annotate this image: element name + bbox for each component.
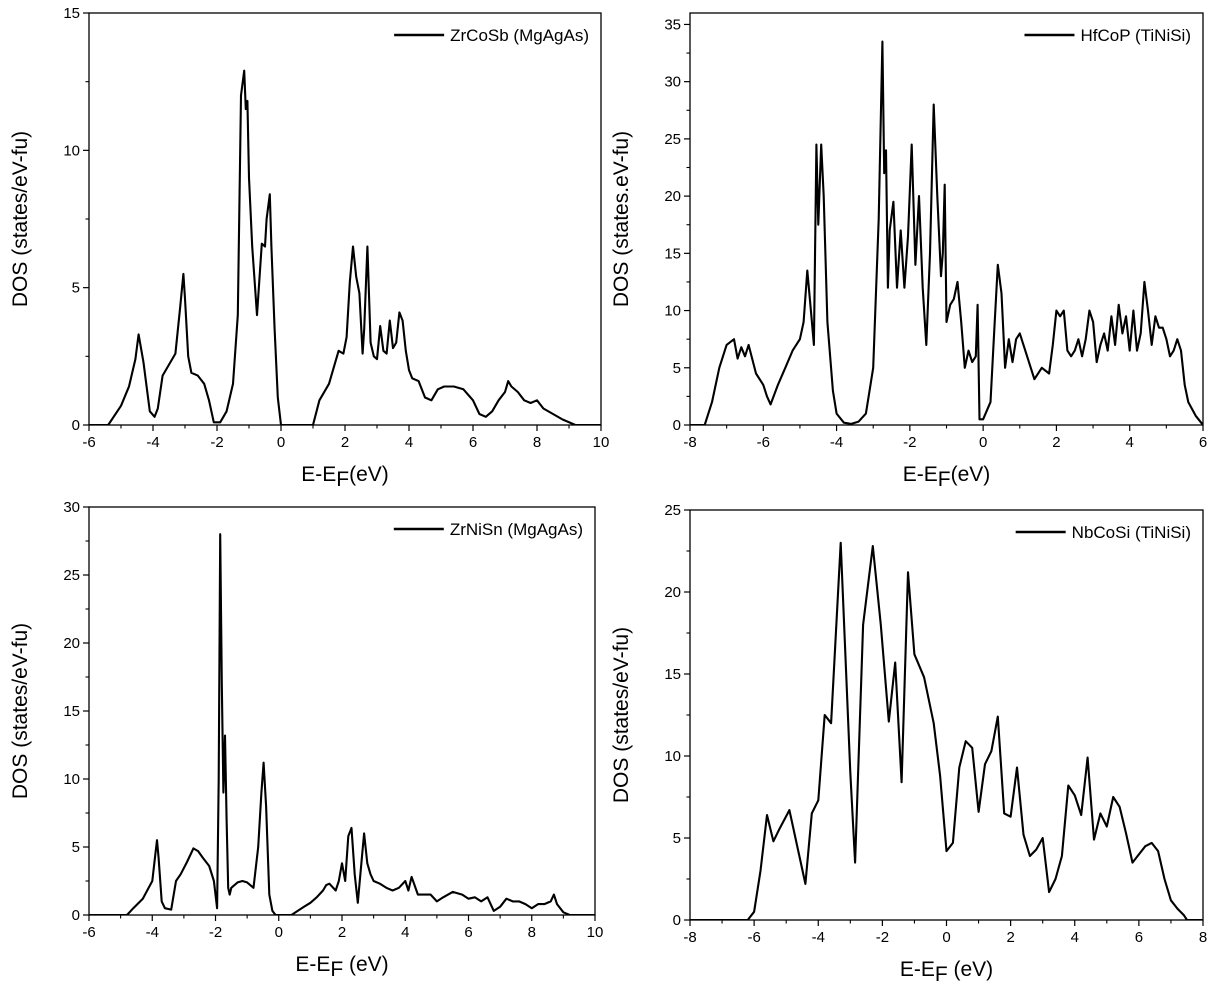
- chart-panel-nbcosi: -8 -6 -4 -2 0 2 4 6 8 0 5 10 15 20 25 E-EF (eV) DOS (sta…: [610, 502, 1207, 986]
- x-tick-label: -6: [757, 434, 770, 451]
- y-tick-label: 0: [72, 417, 80, 434]
- x-tick-label: -4: [812, 929, 825, 946]
- series-line-zrnisn: [89, 533, 595, 915]
- y-tick-label: 30: [63, 499, 80, 516]
- y-tick-label: 25: [664, 131, 681, 148]
- plot-frame: [689, 509, 1204, 921]
- y-tick-label: 15: [664, 245, 681, 262]
- y-tick-label: 10: [63, 771, 80, 788]
- x-tick-label: 0: [942, 929, 950, 946]
- x-tick-label: -2: [209, 924, 222, 941]
- x-tick-label: 4: [401, 924, 409, 941]
- x-tick-label: 4: [405, 434, 413, 451]
- y-tick-label: 25: [664, 502, 681, 519]
- series-line-zrcosb: [89, 69, 601, 425]
- x-tick-label: 10: [587, 924, 604, 941]
- x-tick-label: -2: [210, 434, 223, 451]
- legend-label: ZrCoSb (MgAgAs): [450, 26, 589, 45]
- legend-label: HfCoP (TiNiSi): [1080, 26, 1191, 45]
- x-tick-label: 6: [1199, 434, 1207, 451]
- x-tick-label: 6: [1135, 929, 1143, 946]
- x-tick-label: 2: [1052, 434, 1060, 451]
- x-tick-label: -6: [747, 929, 760, 946]
- y-tick-label: 15: [664, 666, 681, 683]
- legend-label: NbCoSi (TiNiSi): [1072, 523, 1191, 542]
- x-axis-label: E-EF (eV): [295, 953, 388, 981]
- x-tick-label: 0: [979, 434, 987, 451]
- chart-panel-zrnisn: -6 -4 -2 0 2 4 6 8 10 0 5 10 15 20 25 30 E-EF (eV) DOS (s…: [9, 499, 603, 981]
- y-axis-label: DOS (states/eV-fu): [9, 131, 32, 307]
- y-tick-label: 25: [63, 567, 80, 584]
- x-tick-label: 0: [277, 434, 285, 451]
- chart-panel-zrcosb: -6 -4 -2 0 2 4 6 8 10 0 5 10 15 E-EF(eV) DOS (states/e…: [9, 5, 609, 491]
- y-tick-label: 5: [673, 830, 681, 847]
- plot-frame: [88, 506, 596, 916]
- x-tick-label: 8: [533, 434, 541, 451]
- plot-frame: [689, 12, 1204, 426]
- y-axis-label: DOS (states/eV-fu): [610, 627, 633, 803]
- x-tick-label: -4: [830, 434, 843, 451]
- chart-panel-hfcop: -8 -6 -4 -2 0 2 4 6 0 5 10 15 20 25 30 35 E-EF(eV) DOS (s…: [610, 12, 1207, 491]
- x-tick-label: -4: [146, 434, 159, 451]
- x-tick-label: 4: [1126, 434, 1134, 451]
- x-tick-label: 8: [1199, 929, 1207, 946]
- x-tick-label: 4: [1071, 929, 1079, 946]
- x-tick-label: -4: [146, 924, 159, 941]
- y-tick-label: 20: [664, 584, 681, 601]
- y-tick-label: 15: [63, 703, 80, 720]
- y-tick-label: 5: [72, 839, 80, 856]
- y-tick-label: 0: [673, 912, 681, 929]
- x-tick-label: 8: [528, 924, 536, 941]
- x-axis-label: E-EF (eV): [900, 958, 993, 986]
- y-tick-label: 20: [63, 635, 80, 652]
- y-tick-label: 10: [664, 748, 681, 765]
- x-tick-label: -8: [683, 434, 696, 451]
- x-tick-label: 10: [593, 434, 610, 451]
- y-axis-label: DOS (states.eV-fu): [610, 131, 633, 307]
- y-tick-label: 5: [72, 280, 80, 297]
- x-tick-label: -2: [903, 434, 916, 451]
- x-tick-label: -6: [82, 434, 95, 451]
- x-tick-label: -2: [876, 929, 889, 946]
- x-axis-label: E-EF(eV): [903, 463, 991, 491]
- y-tick-label: 10: [63, 142, 80, 159]
- x-tick-label: 6: [464, 924, 472, 941]
- y-tick-label: 0: [72, 907, 80, 924]
- y-axis-label: DOS (states/eV-fu): [9, 623, 32, 799]
- x-tick-label: 2: [1006, 929, 1014, 946]
- y-tick-label: 5: [673, 360, 681, 377]
- series-line-hfcop: [690, 40, 1203, 425]
- x-tick-label: 2: [338, 924, 346, 941]
- x-tick-label: 2: [341, 434, 349, 451]
- y-tick-label: 30: [664, 74, 681, 91]
- x-tick-label: -6: [82, 924, 95, 941]
- y-tick-label: 20: [664, 188, 681, 205]
- y-tick-label: 10: [664, 303, 681, 320]
- y-tick-label: 35: [664, 16, 681, 33]
- x-tick-label: 0: [275, 924, 283, 941]
- y-tick-label: 15: [63, 5, 80, 22]
- legend-label: ZrNiSn (MgAgAs): [450, 520, 583, 539]
- x-tick-label: -8: [683, 929, 696, 946]
- plot-frame: [88, 12, 602, 426]
- x-axis-label: E-EF(eV): [301, 463, 389, 491]
- series-line-nbcosi: [690, 541, 1203, 920]
- x-tick-label: 6: [469, 434, 477, 451]
- y-tick-label: 0: [673, 417, 681, 434]
